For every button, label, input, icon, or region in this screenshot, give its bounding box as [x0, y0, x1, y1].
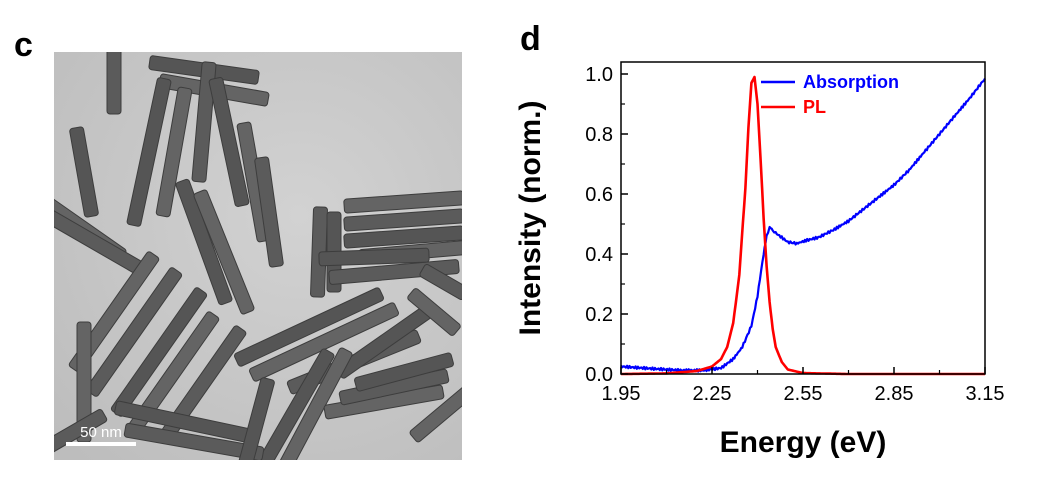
nanorod [343, 208, 462, 232]
y-tick-label: 0.4 [585, 244, 613, 266]
legend-label: PL [803, 97, 826, 117]
x-tick-label: 3.15 [966, 383, 1005, 405]
nanorod [254, 156, 284, 268]
tem-micrograph: 50 nm [54, 52, 462, 460]
nanorod [208, 77, 250, 207]
series-line-absorption [620, 77, 986, 373]
nanorod [253, 348, 335, 460]
nanorod [155, 86, 193, 218]
scale-bar-label: 50 nm [80, 424, 122, 441]
x-tick-label: 2.85 [875, 383, 914, 405]
spectrum-chart: 1.95 2.25 2.55 2.85 3.15 0.0 0.2 0.4 0.6 0.8 1.0 E… [514, 61, 1005, 459]
x-tick-label: 2.25 [693, 383, 732, 405]
x-tick-label: 1.95 [602, 383, 641, 405]
nanorod [318, 247, 430, 267]
nanorod [123, 422, 265, 460]
y-tick-label: 0.8 [585, 124, 613, 146]
panel-label-d: d [520, 20, 541, 58]
legend: Absorption PL [761, 72, 899, 117]
y-tick-label: 0.2 [585, 304, 613, 326]
nanorod [275, 347, 353, 460]
y-axis-title: Intensity (norm.) [514, 100, 547, 335]
nanorod [175, 178, 233, 306]
nanorod [234, 287, 384, 367]
nanorod [191, 61, 217, 183]
panel-label-c: c [14, 26, 33, 64]
legend-label: Absorption [803, 72, 899, 92]
y-tick-label: 1.0 [585, 64, 613, 86]
x-tick-label: 2.55 [784, 383, 823, 405]
nanorod [354, 352, 454, 392]
y-tick-label: 0.6 [585, 184, 613, 206]
x-axis-title: Energy (eV) [720, 426, 887, 459]
nanorod [233, 377, 275, 460]
nanorod [69, 126, 99, 218]
scale-bar: 50 nm [66, 424, 136, 446]
nanorod [343, 225, 462, 249]
nanorod [249, 302, 399, 382]
nanorod [193, 189, 255, 315]
nanorod [68, 251, 160, 373]
nanorod [106, 52, 122, 115]
scale-bar-line [66, 442, 136, 446]
nanorod [126, 77, 172, 227]
y-tick-label: 0.0 [585, 364, 613, 386]
nanorod [54, 409, 108, 455]
nanorod [343, 190, 462, 214]
series-line-pl [620, 75, 986, 376]
nanorod [419, 264, 462, 300]
nanorod [409, 381, 462, 443]
nanorod [407, 288, 461, 336]
nanorod-image [54, 52, 462, 460]
